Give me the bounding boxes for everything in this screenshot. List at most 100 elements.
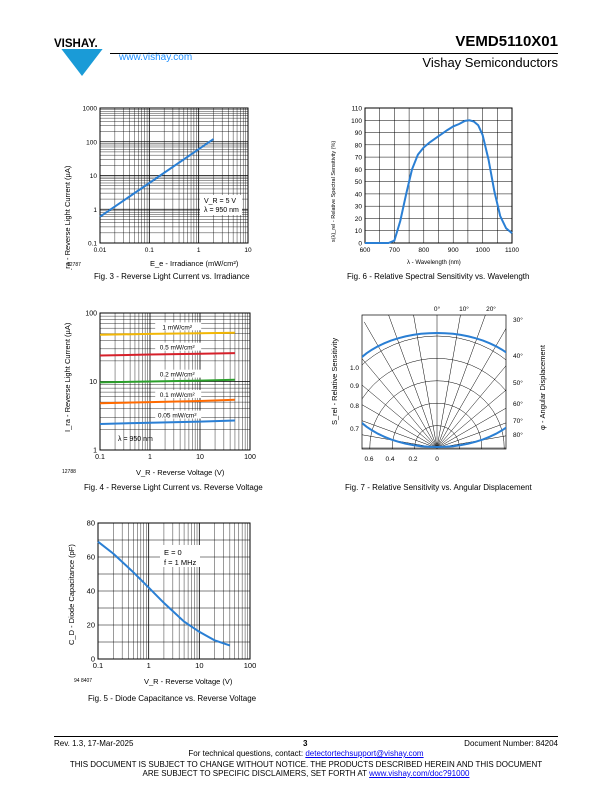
fig7-angle-tick: 60° <box>513 400 523 408</box>
fig7-rtick-label: 0.8 <box>350 403 359 410</box>
fig4-series-label: 0.1 mW/cm² <box>160 392 196 399</box>
fig7-angle-tick: 70° <box>513 417 523 425</box>
fig7-rtick-label: 1.0 <box>350 365 359 372</box>
fig5-series-line <box>97 540 231 647</box>
fig4-ylabel: I_ra - Reverse Light Current (µA) <box>63 322 72 432</box>
fig7-angle-tick: 50° <box>513 379 523 387</box>
fig3-xtick-label: 0.1 <box>145 247 154 254</box>
fig3-annotation-vr: V_R = 5 V <box>204 198 236 205</box>
fig7-angle-tick: 0° <box>434 305 441 313</box>
fig7-bottom-tick: 0.2 <box>408 456 417 463</box>
fig6-ytick-label: 10 <box>355 228 363 235</box>
fig6-xtick-label: 900 <box>448 247 459 254</box>
fig5-ylabel: C_D - Diode Capacitance (pF) <box>67 544 76 645</box>
fig7-caption: Fig. 7 - Relative Sensitivity vs. Angula… <box>345 483 532 492</box>
fig7-angle-tick: 10° <box>459 305 469 313</box>
disclaimer-link[interactable]: www.vishay.com/doc?91000 <box>369 769 470 778</box>
fig4-series-label: 1 mW/cm² <box>162 324 192 331</box>
footer-revision: Rev. 1.3, 17-Mar-2025 <box>54 739 134 748</box>
fig4-caption: Fig. 4 - Reverse Light Current vs. Rever… <box>84 483 263 492</box>
fig3-ytick-label: 1000 <box>83 106 98 113</box>
fig4-series-line <box>99 331 235 336</box>
fig6-ytick-label: 50 <box>355 179 363 186</box>
fig4-ytick-label: 10 <box>89 379 97 386</box>
fig3-caption: Fig. 3 - Reverse Light Current vs. Irrad… <box>94 272 250 281</box>
fig7-bottom-tick: 0.4 <box>385 456 394 463</box>
fig3-xtick-label: 1 <box>197 247 201 254</box>
fig5-ytick-label: 0 <box>91 655 95 664</box>
fig5-ytick-label: 60 <box>87 553 95 562</box>
fig6-xtick-label: 600 <box>360 247 371 254</box>
fig7-angle-tick: 40° <box>513 352 523 360</box>
fig3-series-line <box>99 138 215 218</box>
fig7-ylabel: S_rel - Relative Sensitivity <box>330 338 339 425</box>
fig6-series-line <box>365 119 513 244</box>
logo-wordmark: VISHAY. <box>54 38 98 50</box>
fig4-ytick-label: 1 <box>93 448 97 455</box>
footer-disclaimer-2: ARE SUBJECT TO SPECIFIC DISCLAIMERS, SET… <box>0 769 612 778</box>
fig4-xtick-label: 100 <box>244 454 256 461</box>
fig5-annotation-e: E = 0 <box>164 548 182 557</box>
footer-tech-contact: For technical questions, contact: detect… <box>0 749 612 758</box>
footer-rule <box>54 736 558 737</box>
fig5-xtick-label: 0.1 <box>93 661 103 670</box>
fig3-ytick-label: 0.1 <box>88 241 97 248</box>
fig6-ytick-label: 110 <box>352 106 363 113</box>
footer-page-number: 3 <box>303 739 308 748</box>
fig4-series-line <box>99 419 235 425</box>
fig6-xtick-label: 800 <box>418 247 429 254</box>
fig6-ytick-label: 70 <box>355 155 363 162</box>
fig5-ytick-label: 80 <box>87 519 95 528</box>
fig6-ytick-label: 20 <box>355 216 363 223</box>
tech-support-email-link[interactable]: detectortechsupport@vishay.com <box>305 749 424 758</box>
fig3-xlabel: E_e - Irradiance (mW/cm²) <box>150 259 239 268</box>
part-number: VEMD5110X01 <box>455 33 558 50</box>
fig5-chart: 0.1 1 10 100 0 20 40 60 80 E = 0 f = 1 MHz C_D -… <box>67 519 257 687</box>
fig3-ylabel: I_ra - Reverse Light Current (µA) <box>63 165 72 270</box>
fig3-xtick-label: 0.01 <box>94 247 107 254</box>
vishay-logo: VISHAY. <box>53 37 113 76</box>
fig4-code: 12788 <box>62 469 76 475</box>
fig5-ytick-label: 40 <box>87 587 95 596</box>
fig6-ytick-label: 30 <box>355 204 363 211</box>
fig5-xtick-label: 10 <box>195 661 203 670</box>
fig5-xtick-label: 1 <box>147 661 151 670</box>
fig6-caption: Fig. 6 - Relative Spectral Sensitivity v… <box>347 272 530 281</box>
fig6-ytick-label: 40 <box>355 191 363 198</box>
fig4-series-line <box>99 398 235 405</box>
disclaimer-prefix: ARE SUBJECT TO SPECIFIC DISCLAIMERS, SET… <box>142 769 370 778</box>
website-link[interactable]: www.vishay.com <box>119 52 193 63</box>
fig3-xtick-label: 10 <box>244 247 252 254</box>
fig4-xtick-label: 0.1 <box>95 454 105 461</box>
fig7-chart: 0° 10° 20° 30° 40° 50° 60° 70° 80° 0.7 0.8 0.9 1.0 0.… <box>330 305 547 463</box>
fig6-ytick-label: 80 <box>355 142 363 149</box>
fig7-angle-tick: 80° <box>513 431 523 439</box>
fig5-xlabel: V_R - Reverse Voltage (V) <box>144 677 233 686</box>
fig7-bottom-tick: 0 <box>435 456 439 463</box>
fig5-code: 94 8407 <box>74 678 93 684</box>
fig7-series-curve <box>362 331 506 449</box>
fig4-series-line <box>99 352 235 357</box>
header-rule <box>110 53 558 54</box>
footer-doc-number: Document Number: 84204 <box>464 739 558 748</box>
fig5-ytick-label: 20 <box>87 621 95 630</box>
fig3-code: 12787 <box>67 262 81 268</box>
tech-contact-prefix: For technical questions, contact: <box>188 749 306 758</box>
fig7-angle-tick: 20° <box>486 305 496 313</box>
fig4-xtick-label: 10 <box>196 454 204 461</box>
fig4-ytick-label: 100 <box>85 311 97 318</box>
fig6-chart: 600 700 800 900 1000 1100 0 10 20 30 40 50 60 70 80 90 1… <box>331 106 519 267</box>
fig5-caption: Fig. 5 - Diode Capacitance vs. Reverse V… <box>88 694 257 703</box>
footer-disclaimer-1: THIS DOCUMENT IS SUBJECT TO CHANGE WITHO… <box>69 760 543 769</box>
fig4-xlabel: V_R - Reverse Voltage (V) <box>136 468 225 477</box>
fig4-series-line <box>99 378 235 384</box>
fig7-rtick-label: 0.7 <box>350 426 359 433</box>
fig5-xtick-label: 100 <box>244 661 257 670</box>
fig4-series-label: 0.05 mW/cm² <box>158 413 197 420</box>
fig3-ytick-label: 1 <box>93 207 97 214</box>
fig6-ytick-label: 60 <box>355 167 363 174</box>
fig6-xtick-label: 1100 <box>505 247 519 254</box>
fig7-bottom-tick: 0.6 <box>364 456 373 463</box>
